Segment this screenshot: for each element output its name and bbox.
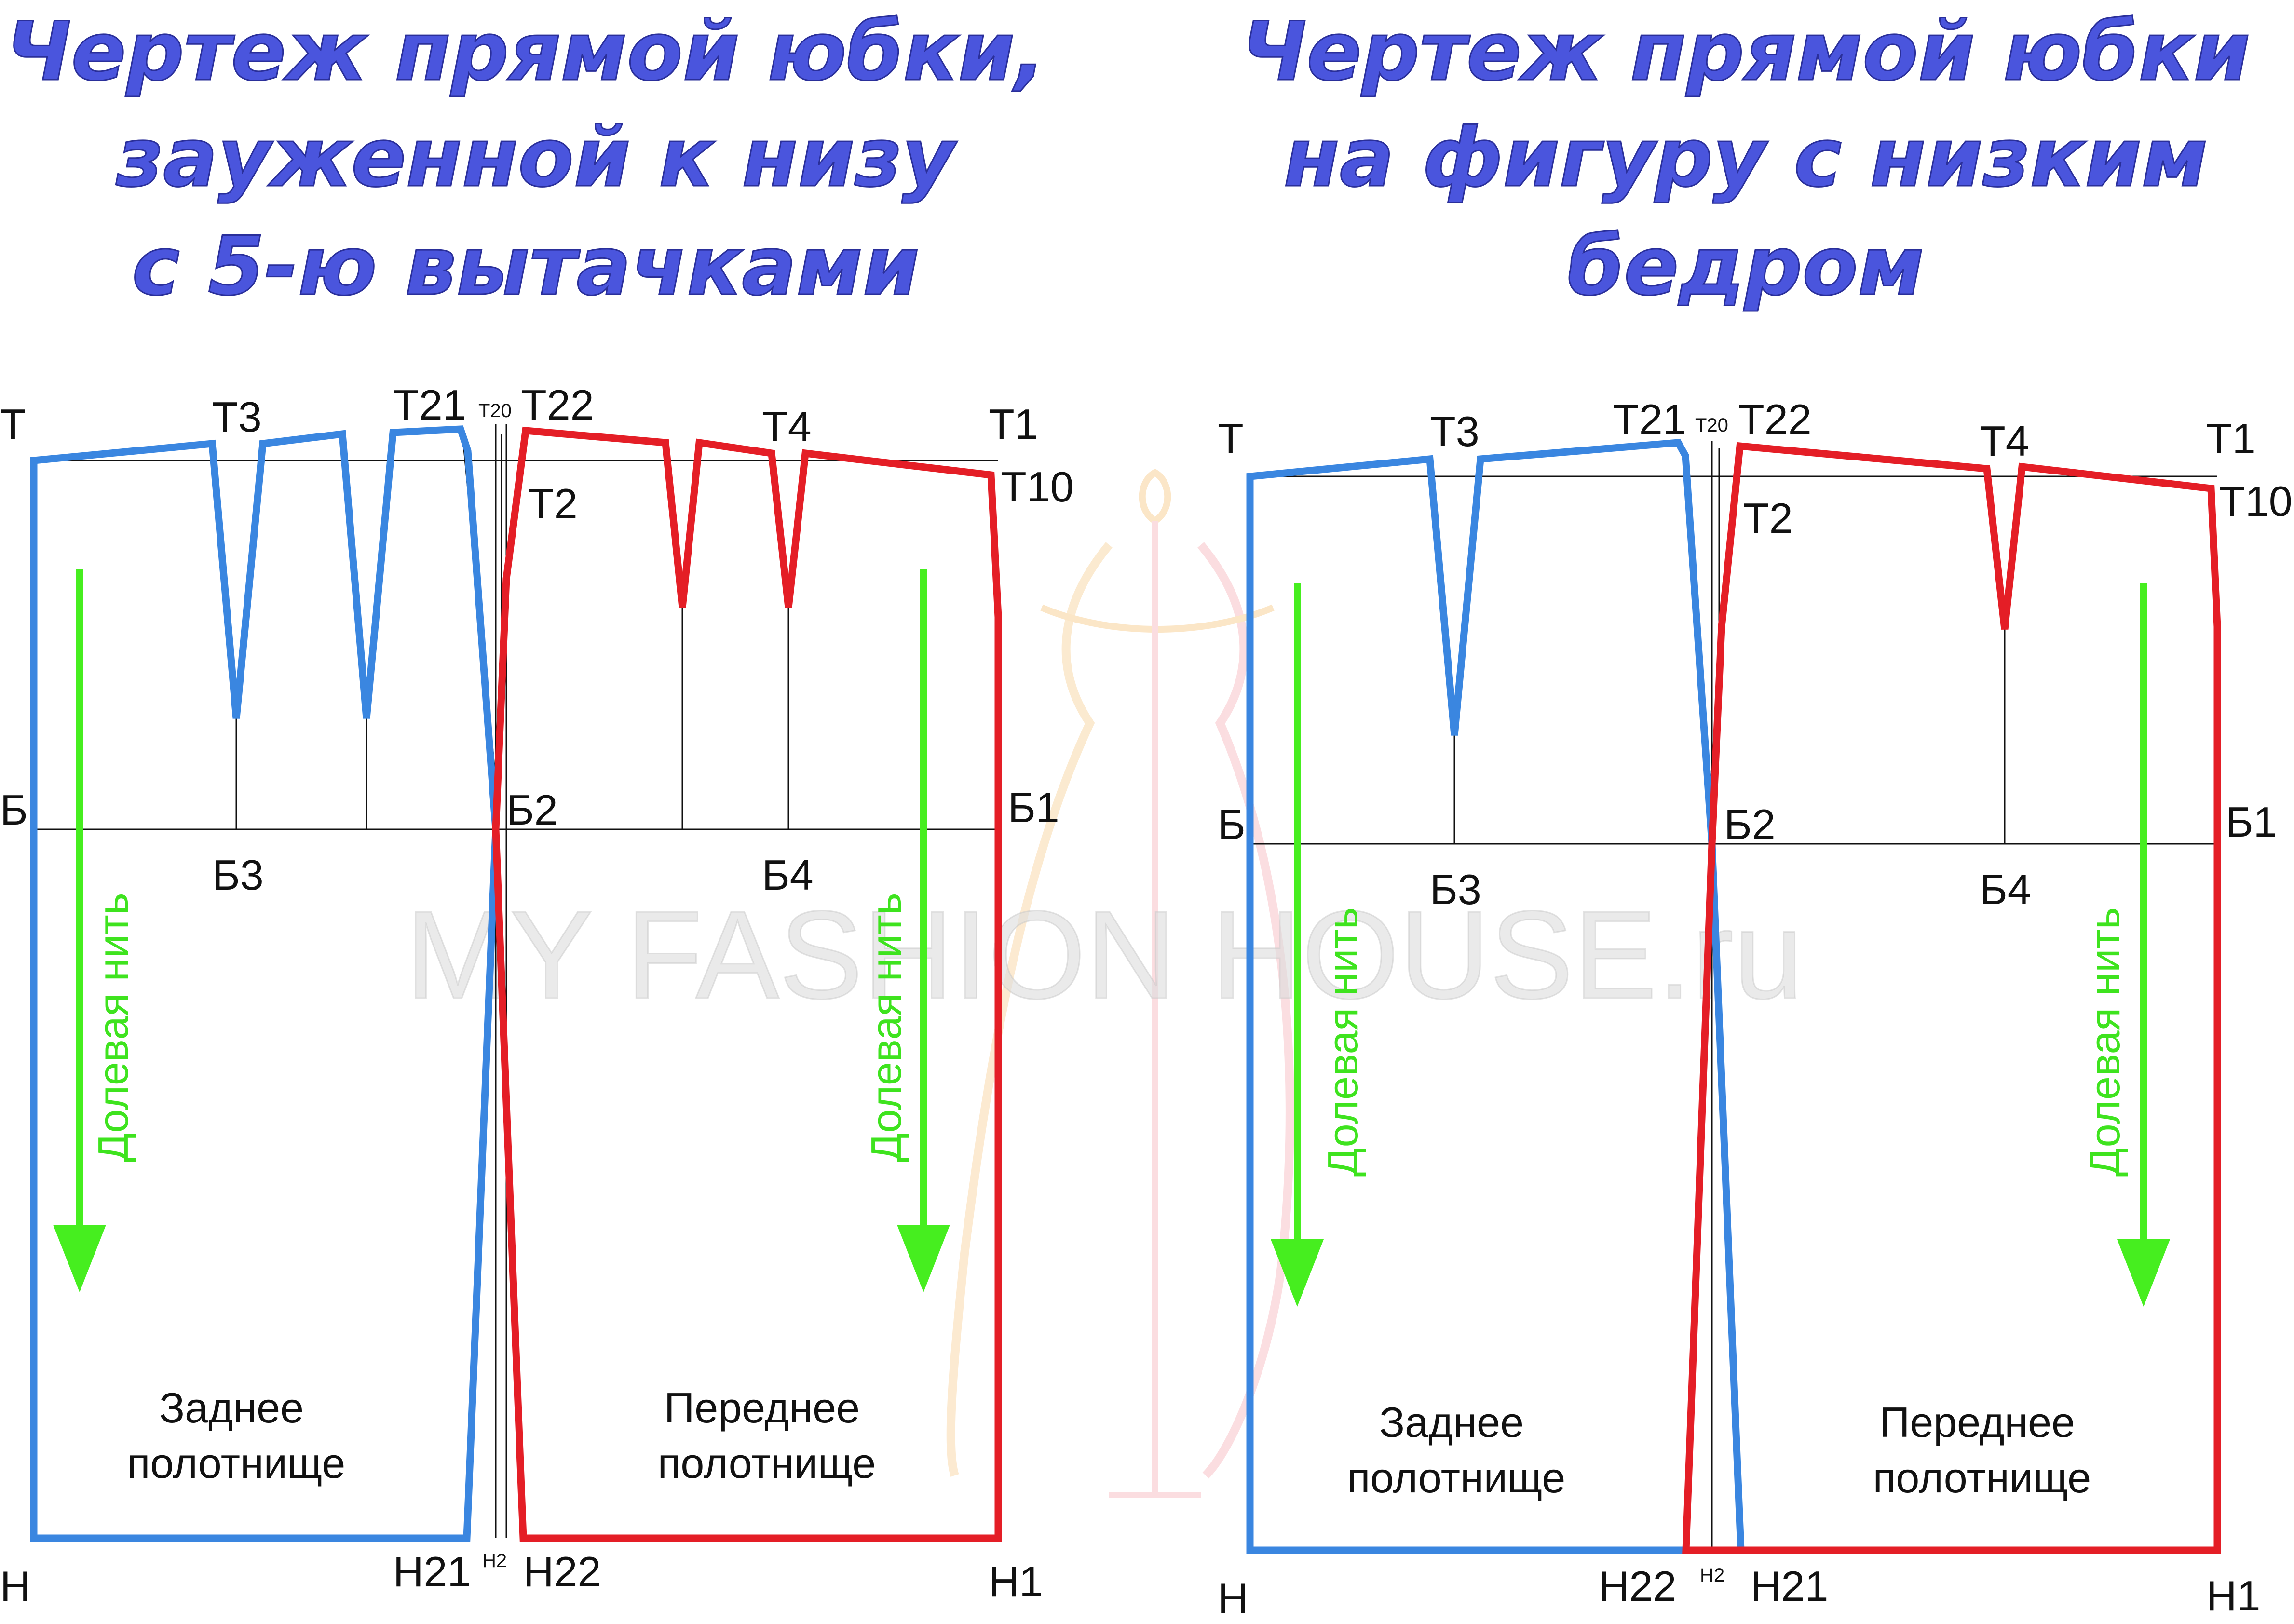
left-label-B4: Б4 <box>762 851 814 899</box>
left-label-T20: Т20 <box>478 400 512 421</box>
right-label-H1: Н1 <box>2206 1572 2261 1620</box>
left-label-B3: Б3 <box>212 851 264 899</box>
left-label-T21: Т21 <box>393 381 466 429</box>
left-label-H1: Н1 <box>989 1557 1043 1605</box>
left-label-B: Б <box>0 786 28 834</box>
right-back-panel-outline <box>1246 439 1745 1554</box>
left-title-line-1: Чертеж прямой юбки, <box>6 4 1045 99</box>
right-title-line-2: на фигуру с низким <box>1284 110 2208 205</box>
right-front-grain-arrow <box>2117 583 2170 1307</box>
left-front-grain-label: Долевая нить <box>862 893 910 1162</box>
right-back-grain-arrow <box>1271 583 1324 1307</box>
left-back-panel-label-2: полотнище <box>127 1439 345 1487</box>
right-title-line-3: бедром <box>1567 219 1924 313</box>
right-back-panel-label-2: полотнище <box>1347 1454 1565 1502</box>
right-label-H2: Н2 <box>1700 1565 1724 1586</box>
left-back-grain-arrow <box>53 569 106 1292</box>
left-front-panel-label-2: полотнище <box>658 1439 876 1487</box>
left-front-panel-outline <box>492 426 1002 1542</box>
right-label-T20: Т20 <box>1695 415 1728 436</box>
right-label-B1: Б1 <box>2226 798 2277 846</box>
left-title-line-2: зауженной к низу <box>116 110 958 205</box>
right-label-B4: Б4 <box>1980 866 2031 913</box>
right-label-T10: Т10 <box>2219 477 2293 525</box>
left-title: Чертеж прямой юбки, зауженной к низу с 5… <box>5 4 1046 314</box>
right-label-T: Т <box>1218 415 1244 462</box>
mannequin-watermark-icon <box>946 468 1294 1498</box>
left-label-H22: Н22 <box>523 1548 601 1596</box>
right-label-T3: Т3 <box>1430 407 1480 455</box>
left-label-T4: Т4 <box>762 403 812 450</box>
right-label-T1: Т1 <box>2206 415 2256 462</box>
left-back-grain-label: Долевая нить <box>89 893 137 1162</box>
right-title-line-1: Чертеж прямой юбки <box>1241 4 2250 99</box>
left-label-T1: Т1 <box>989 400 1038 448</box>
left-front-grain-arrow <box>897 569 950 1292</box>
left-diagram: Долевая нить Долевая нить Заднее полотни… <box>0 381 1074 1610</box>
left-front-panel-label-1: Переднее <box>664 1384 860 1432</box>
right-label-B: Б <box>1218 800 1246 848</box>
right-front-panel-outline <box>1682 442 2221 1554</box>
left-label-B2: Б2 <box>506 786 558 834</box>
right-front-panel-label-2: полотнище <box>1873 1454 2091 1502</box>
right-label-T21: Т21 <box>1613 395 1686 443</box>
left-title-line-3: с 5-ю вытачками <box>132 219 919 313</box>
right-title: Чертеж прямой юбки на фигуру с низким бе… <box>1240 4 2251 314</box>
left-label-B1: Б1 <box>1008 784 1059 831</box>
right-back-panel-label-1: Заднее <box>1379 1398 1524 1446</box>
right-label-T4: Т4 <box>1980 417 2029 465</box>
right-label-B2: Б2 <box>1724 800 1776 848</box>
left-label-H2: Н2 <box>482 1550 507 1571</box>
right-back-grain-label: Долевая нить <box>1319 907 1367 1177</box>
right-label-B3: Б3 <box>1430 866 1481 913</box>
left-construction-lines <box>34 424 998 1538</box>
left-label-H21: Н21 <box>393 1548 471 1596</box>
right-front-panel-label-1: Переднее <box>1879 1398 2075 1446</box>
left-label-T: Т <box>0 400 26 448</box>
left-label-T10: Т10 <box>1001 463 1074 511</box>
right-label-T22: Т22 <box>1738 395 1812 443</box>
left-label-T22: Т22 <box>521 381 594 429</box>
left-label-T2: Т2 <box>528 480 578 528</box>
left-label-H: Н <box>0 1562 31 1610</box>
watermark-text: MY FASHION HOUSE.ru <box>405 885 1803 1025</box>
left-back-panel-label-1: Заднее <box>159 1384 304 1432</box>
right-label-H21: Н21 <box>1751 1562 1828 1610</box>
right-diagram: Долевая нить Долевая нить Заднее полотни… <box>1218 395 2293 1622</box>
left-label-T3: Т3 <box>212 393 262 441</box>
right-label-T2: Т2 <box>1743 494 1793 542</box>
right-front-grain-label: Долевая нить <box>2081 907 2129 1177</box>
right-label-H22: Н22 <box>1599 1562 1676 1610</box>
right-label-H: Н <box>1218 1574 1249 1622</box>
